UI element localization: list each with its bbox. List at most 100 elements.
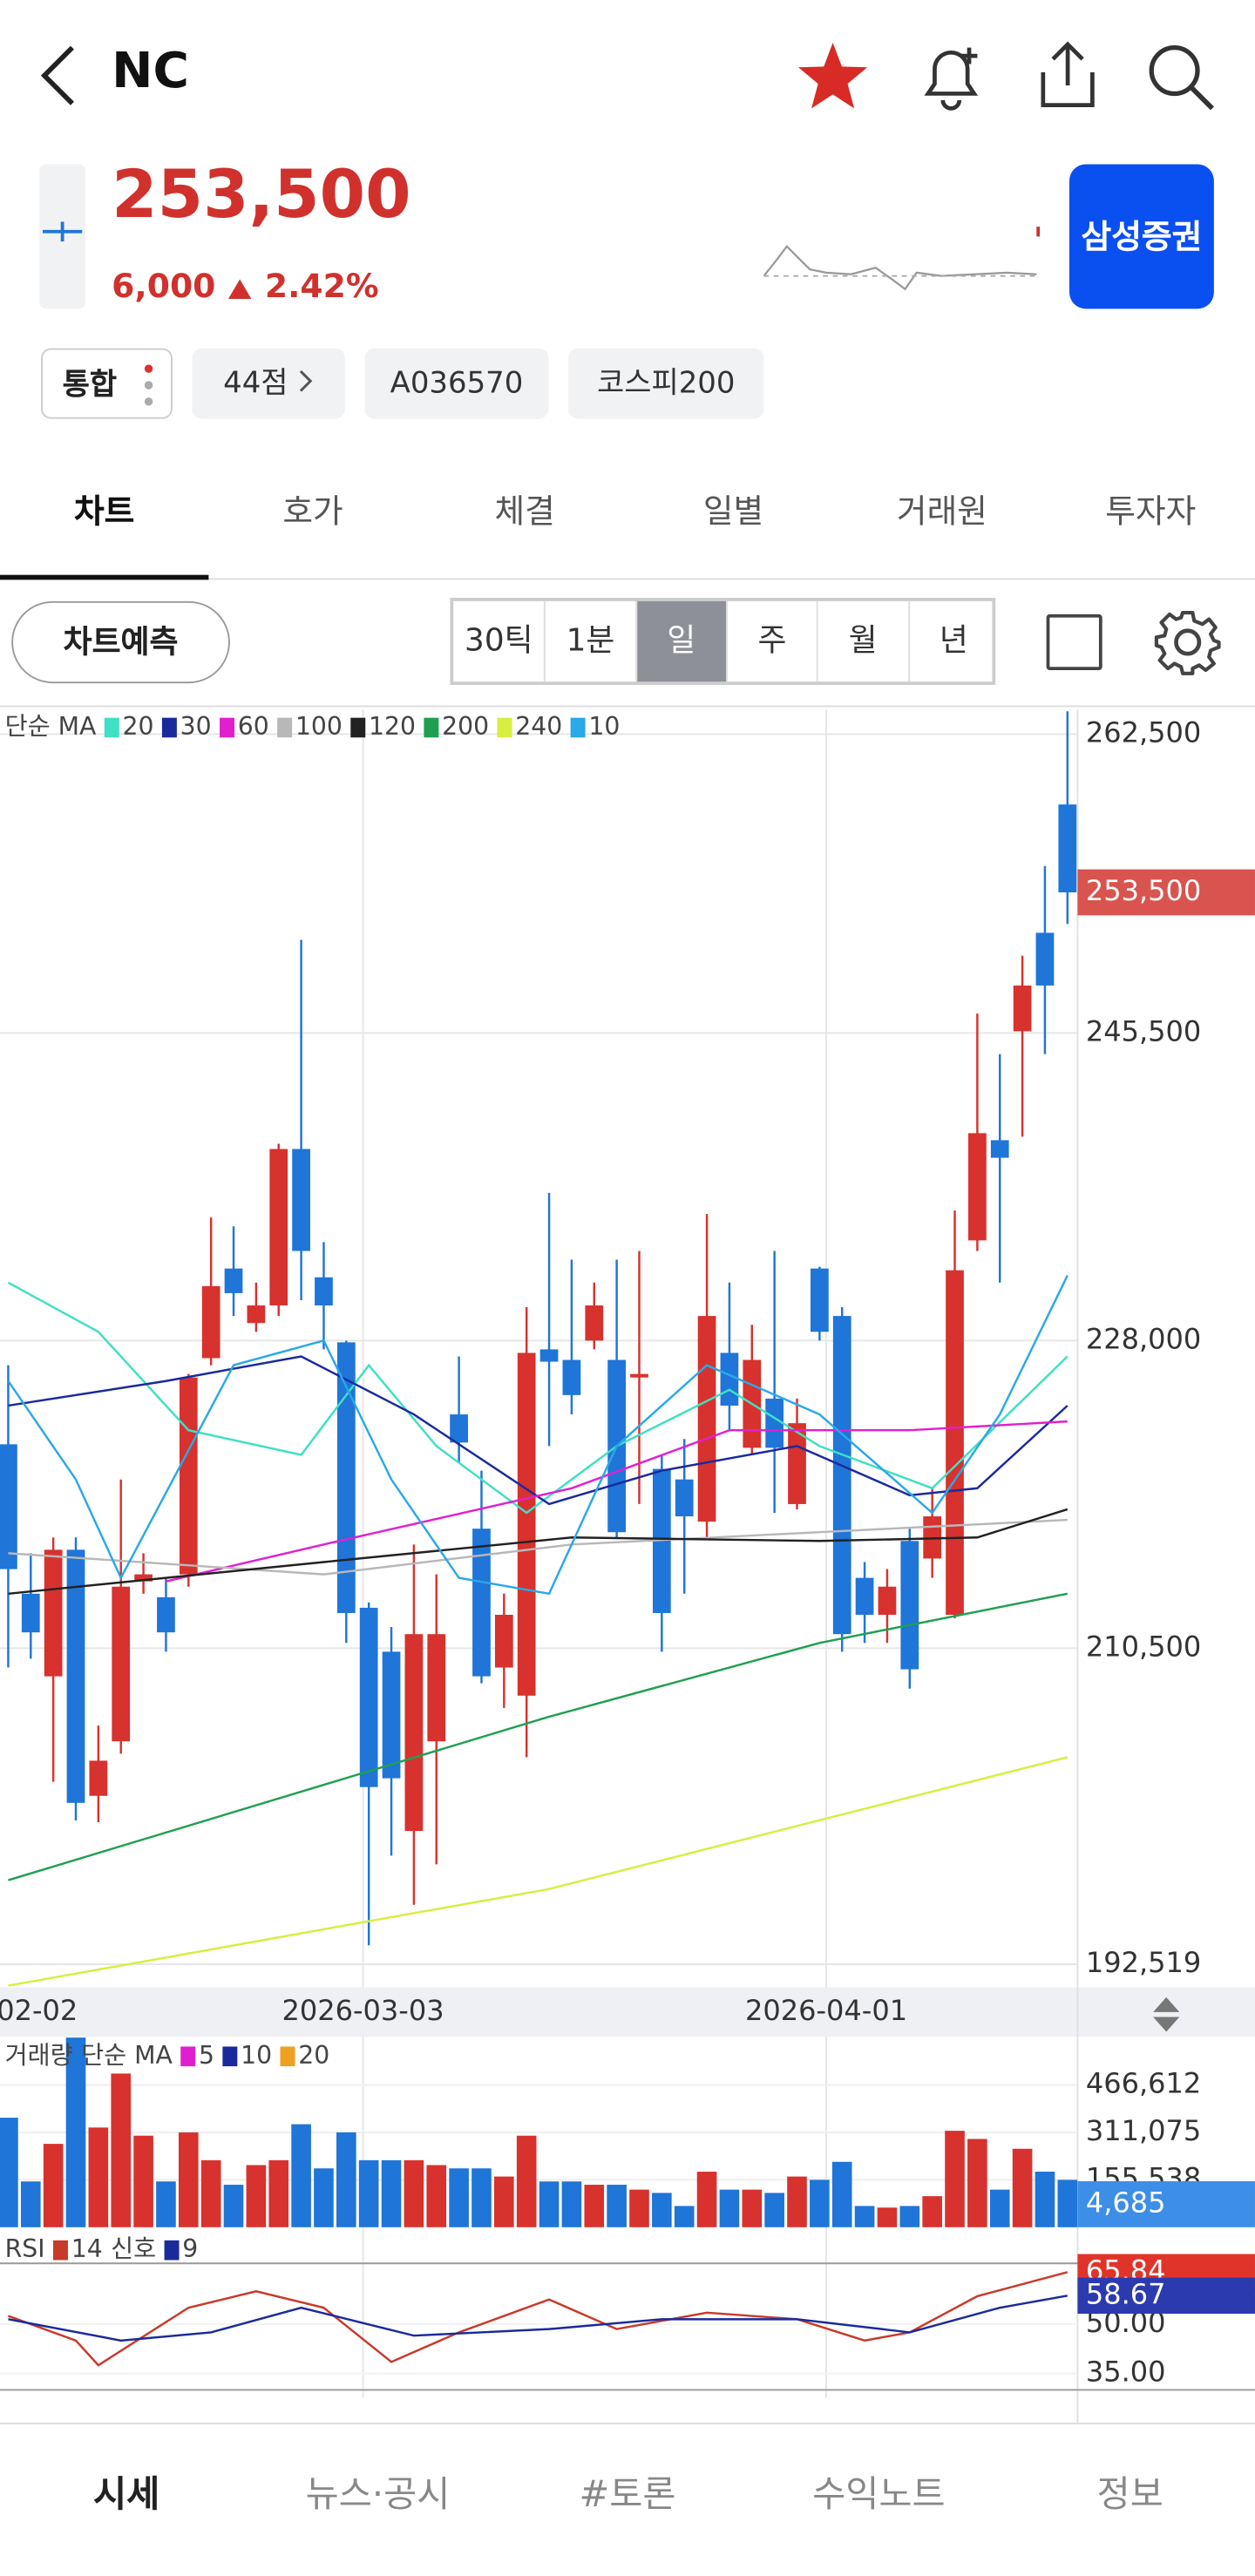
up-arrow xyxy=(228,278,252,299)
tab[interactable]: 호가 xyxy=(282,491,343,531)
price-marker-label: 253,500 xyxy=(1086,874,1201,907)
sparkline xyxy=(763,227,1041,291)
volume-bar xyxy=(471,2168,492,2227)
search-button[interactable] xyxy=(1143,39,1219,115)
legend-swatch xyxy=(280,2046,295,2067)
tab-divider xyxy=(0,578,1255,580)
period-option[interactable]: 30틱 xyxy=(465,622,533,659)
legend-label: 20 xyxy=(298,2041,329,2070)
chip-score[interactable]: 44점 xyxy=(192,348,345,419)
volume-bar xyxy=(404,2159,424,2227)
legend-label: 5 xyxy=(199,2041,214,2070)
y-tick-label: 262,500 xyxy=(1086,715,1201,749)
volume-bar xyxy=(719,2189,740,2227)
legend-label: 10 xyxy=(588,712,620,741)
volume-bar xyxy=(133,2135,153,2227)
chip-code[interactable]: A036570 xyxy=(364,348,549,419)
volume-bar xyxy=(989,2189,1010,2227)
y-tick-label: 35.00 xyxy=(1086,2356,1166,2389)
legend-label: 14 xyxy=(71,2234,103,2263)
legend-swatch xyxy=(570,717,586,738)
rsi-marker xyxy=(1077,2277,1255,2315)
period-option[interactable]: 월 xyxy=(817,600,907,682)
candle-body xyxy=(878,1586,897,1615)
tab[interactable]: 거래원 xyxy=(896,491,987,531)
share-button[interactable] xyxy=(1032,39,1104,112)
stock-name: NC xyxy=(112,43,189,100)
broker-button[interactable]: 삼성증권 xyxy=(1069,164,1214,309)
legend-swatch xyxy=(220,717,235,738)
tab[interactable]: 체결 xyxy=(494,491,555,531)
candle-body xyxy=(472,1529,491,1677)
candle-body xyxy=(157,1596,175,1633)
volume-bar xyxy=(268,2159,289,2227)
volume-bar xyxy=(494,2176,514,2227)
nav-item[interactable]: #토론 xyxy=(579,2475,676,2517)
candle-body xyxy=(1035,932,1055,986)
tab-indicator xyxy=(0,574,209,580)
nav-item[interactable]: 뉴스·공시 xyxy=(305,2475,451,2517)
legend-swatch xyxy=(53,2240,68,2261)
volume-bar xyxy=(922,2196,942,2227)
volume-bar xyxy=(652,2193,672,2227)
chip-index[interactable]: 코스피200 xyxy=(568,348,764,419)
price-marker xyxy=(1077,869,1255,916)
period-option[interactable]: 주 xyxy=(725,600,817,682)
legend-swatch xyxy=(161,717,177,738)
legend-label: 9 xyxy=(182,2234,198,2263)
legend-label: 60 xyxy=(238,712,269,741)
candle-body xyxy=(697,1316,716,1522)
volume-bar xyxy=(314,2168,334,2227)
volume-bar xyxy=(742,2189,763,2227)
ma-line xyxy=(8,1756,1068,1987)
back-button[interactable] xyxy=(33,43,83,108)
chip-label: 44점 xyxy=(223,366,288,401)
period-option[interactable]: 년 xyxy=(907,600,998,682)
layout-button[interactable] xyxy=(1046,613,1102,670)
period-option[interactable]: 1분 xyxy=(544,600,634,682)
mini-gauge xyxy=(39,164,86,309)
candle-body xyxy=(66,1549,85,1803)
chip-integrated[interactable]: 통합 xyxy=(41,348,173,419)
nav-item[interactable]: 시세 xyxy=(92,2475,160,2517)
candle-body xyxy=(359,1607,378,1787)
ma-line xyxy=(7,1275,1068,1596)
candle-body xyxy=(247,1305,266,1324)
settings-button[interactable] xyxy=(1153,607,1222,676)
change-amount: 6,000 xyxy=(112,266,216,306)
legend-label: 30 xyxy=(180,712,212,741)
nav-item[interactable]: 정보 xyxy=(1096,2475,1163,2517)
nav-item[interactable]: 수익노트 xyxy=(812,2475,946,2517)
candle-body xyxy=(179,1377,198,1575)
chevron xyxy=(300,369,313,392)
candle-body xyxy=(450,1414,468,1443)
candle-body xyxy=(539,1349,559,1362)
tab[interactable]: 투자자 xyxy=(1105,491,1197,531)
volume-bar xyxy=(65,2037,86,2227)
candle-body xyxy=(788,1423,806,1504)
y-tick-label: 245,500 xyxy=(1086,1014,1201,1047)
volume-bar xyxy=(88,2127,109,2227)
legend-label: 240 xyxy=(515,712,562,741)
candle-body xyxy=(315,1277,333,1306)
tab[interactable]: 차트 xyxy=(73,491,135,531)
candle-body xyxy=(269,1149,288,1306)
rsi-line xyxy=(8,2295,1068,2342)
chart-predict-button[interactable]: 차트예측 xyxy=(11,600,230,684)
candle-body xyxy=(1013,985,1032,1032)
tab[interactable]: 일별 xyxy=(702,491,764,531)
legend-swatch xyxy=(180,2046,196,2067)
volume-bar xyxy=(1057,2179,1078,2227)
legend-label: 거래량 xyxy=(5,2041,73,2070)
legend-swatch xyxy=(350,717,366,738)
favorite-star[interactable] xyxy=(795,39,871,112)
alert-bell[interactable] xyxy=(913,39,989,115)
candle-body xyxy=(855,1577,874,1615)
y-tick-label: 210,500 xyxy=(1086,1630,1201,1663)
period-option[interactable]: 일 xyxy=(634,600,726,682)
candle-body xyxy=(224,1268,243,1293)
candle-body xyxy=(336,1342,356,1613)
legend-swatch xyxy=(424,717,439,738)
